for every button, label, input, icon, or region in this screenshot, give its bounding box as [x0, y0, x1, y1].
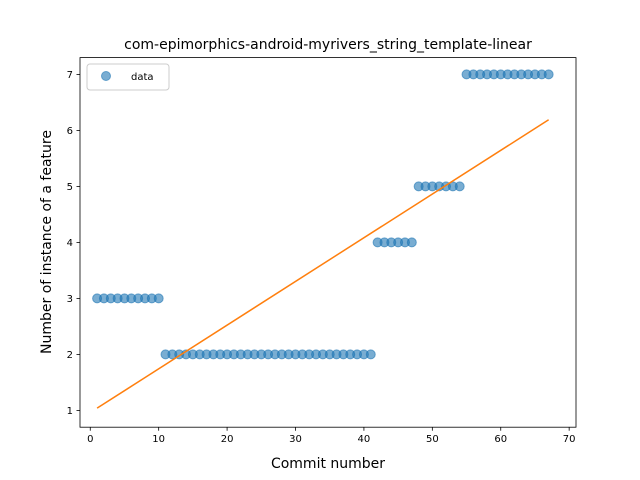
x-tick-label: 50: [426, 434, 439, 445]
data-point: [454, 181, 465, 192]
x-axis-label: Commit number: [271, 456, 385, 472]
data-point: [365, 349, 376, 360]
x-tick-label: 10: [152, 434, 165, 445]
legend-box: [86, 63, 170, 91]
x-tick-label: 60: [494, 434, 507, 445]
y-tick-label: 7: [67, 70, 73, 81]
y-tick-label: 5: [67, 182, 73, 193]
legend-marker-data: [101, 71, 111, 81]
x-tick-label: 20: [221, 434, 234, 445]
x-tick-label: 70: [563, 434, 576, 445]
data-point: [406, 237, 417, 248]
x-tick-label: 40: [358, 434, 371, 445]
chart-title: com-epimorphics-android-myrivers_string_…: [124, 37, 532, 53]
trend-line: [96, 119, 550, 409]
plot-area: [92, 69, 554, 409]
y-axis-label: Number of instance of a feature: [39, 130, 55, 354]
legend: data: [86, 63, 170, 91]
y-tick-label: 4: [67, 238, 73, 249]
y-tick-label: 6: [67, 126, 73, 137]
y-tick-label: 3: [67, 294, 73, 305]
data-point: [153, 293, 164, 304]
x-tick-label: 0: [87, 434, 93, 445]
data-point: [543, 69, 554, 80]
x-tick-label: 30: [289, 434, 302, 445]
y-tick-label: 1: [67, 406, 73, 417]
legend-label-data: data: [131, 72, 154, 83]
y-tick-label: 2: [67, 350, 73, 361]
axis-ticks: 0 10 20 30 40 50 60 70 1 2 3 4 5 6 7: [67, 70, 576, 445]
